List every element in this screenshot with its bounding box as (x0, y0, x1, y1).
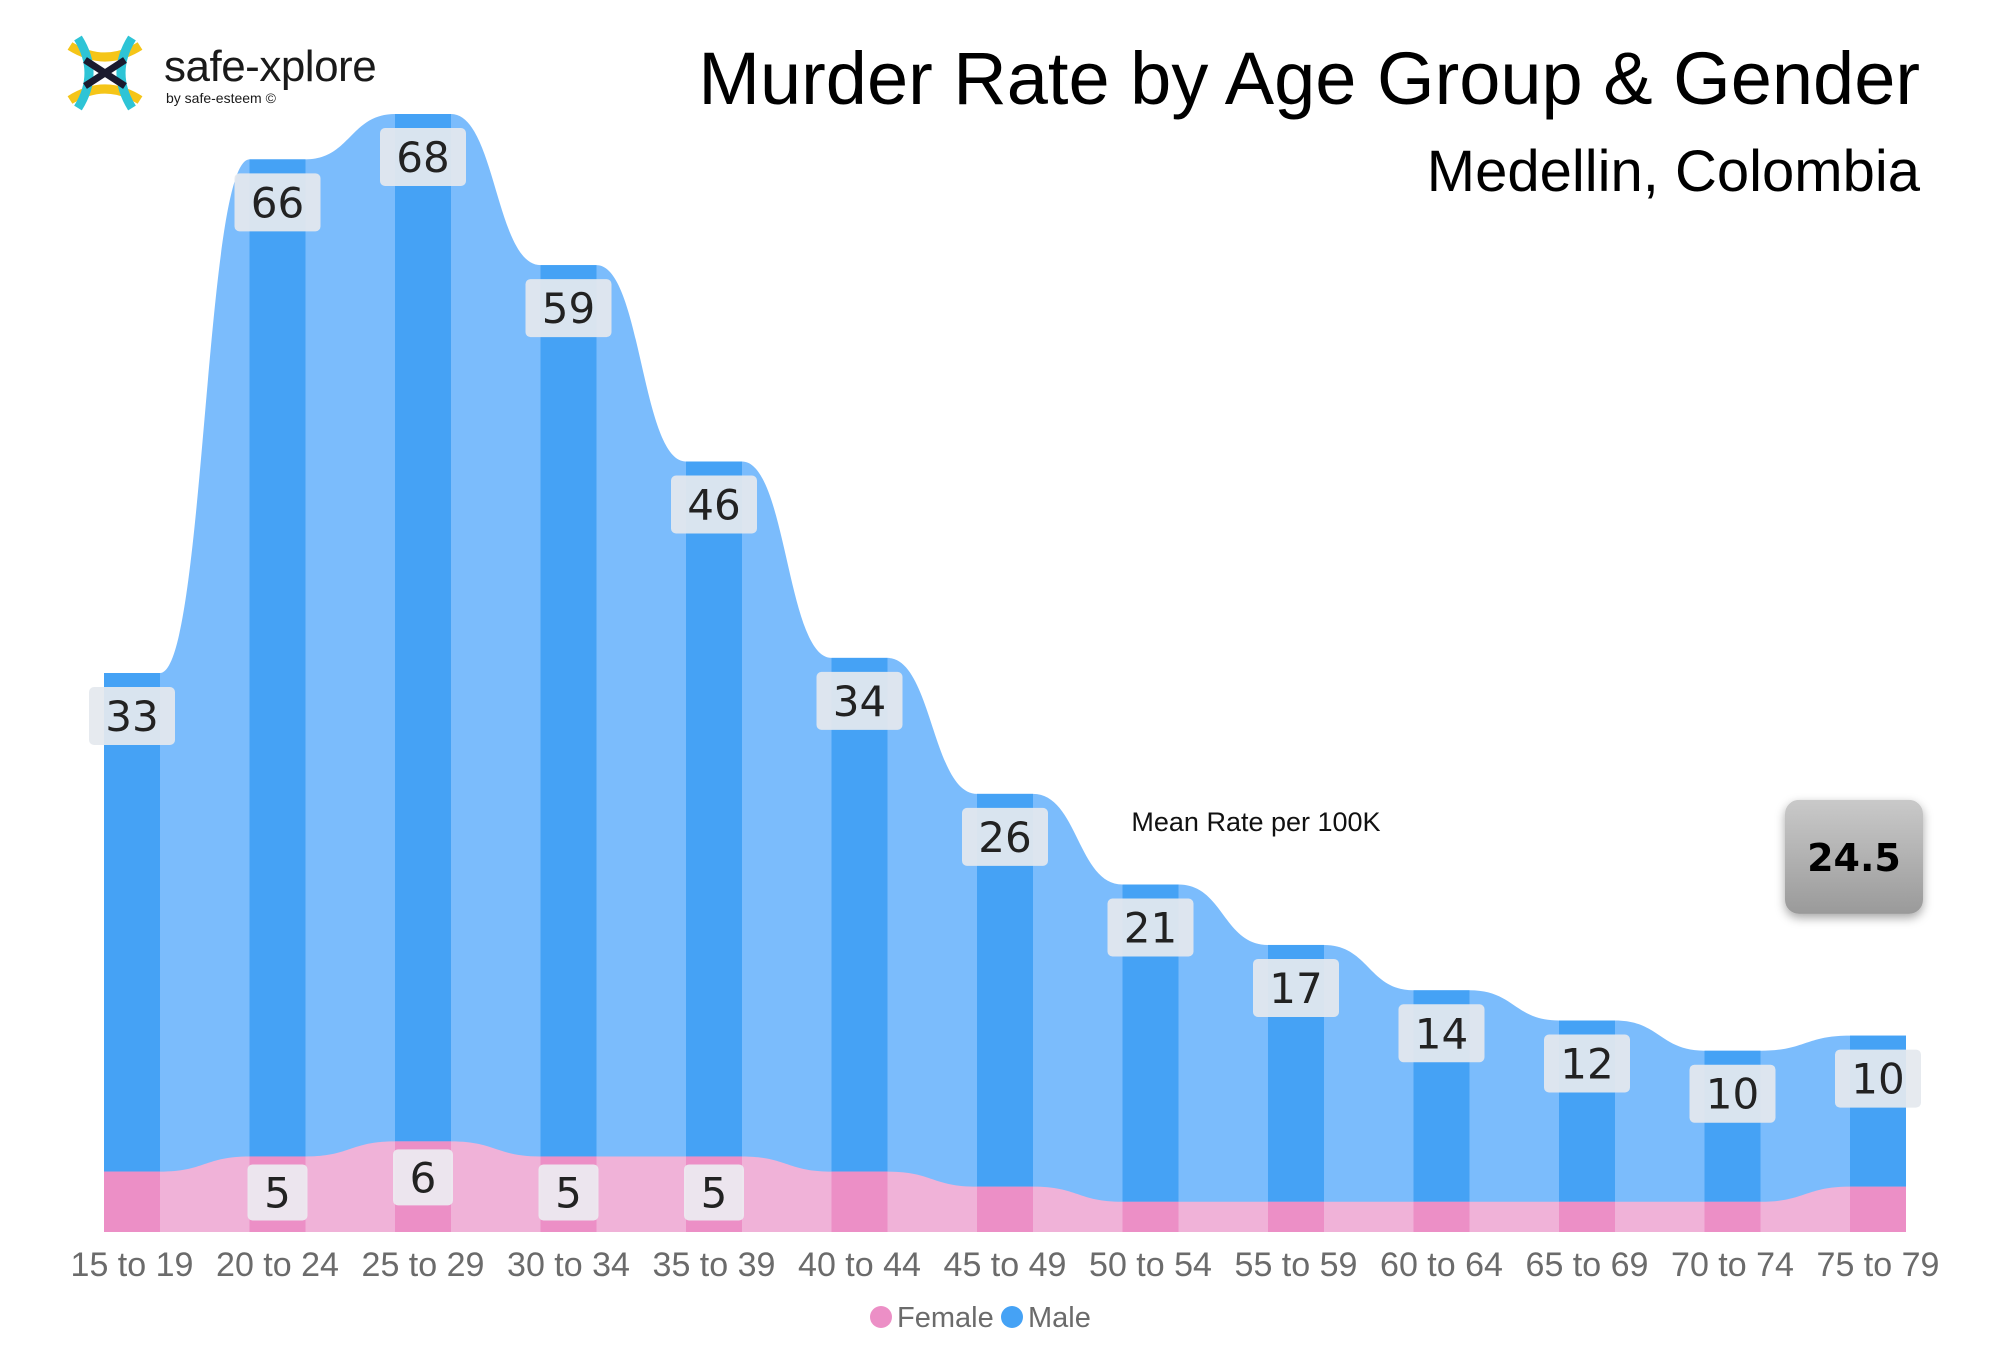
male-value-label-bg (89, 687, 175, 745)
female-value-label-bg (538, 1164, 599, 1221)
male-value-label: 34 (833, 677, 886, 726)
mean-value: 24.5 (1807, 836, 1901, 880)
male-value-label-bg (671, 475, 757, 534)
male-value-label: 21 (1124, 904, 1177, 953)
data-label-layer: 33 66 5 68 6 59 5 46 5 34 26 21 17 14 12 10 10 (89, 128, 1921, 1221)
x-tick-label: 20 to 24 (216, 1246, 339, 1284)
x-tick-label: 55 to 59 (1235, 1246, 1358, 1284)
male-bar (395, 114, 451, 1142)
x-tick-label: 50 to 54 (1089, 1246, 1212, 1284)
male-value-label-bg (1689, 1064, 1776, 1123)
legend-label: Female (897, 1302, 994, 1334)
chart-title: Murder Rate by Age Group & Gender (698, 37, 1920, 120)
female-bar (104, 1171, 160, 1232)
x-tick-label: 70 to 74 (1671, 1246, 1794, 1284)
male-value-label-bg (525, 279, 612, 338)
male-bar (686, 461, 742, 1157)
legend-marker (1001, 1306, 1023, 1328)
male-value-label-bg (1544, 1034, 1630, 1093)
female-bar (1559, 1201, 1615, 1232)
legend-marker (870, 1306, 892, 1328)
female-bar (1704, 1201, 1761, 1232)
male-value-label-bg (380, 128, 466, 186)
x-tick-label: 30 to 34 (507, 1246, 630, 1284)
brand-tagline: by safe-esteem © (166, 90, 276, 106)
female-bar (977, 1186, 1033, 1232)
brand-name: safe-xplore (164, 42, 377, 91)
male-value-label: 46 (687, 480, 740, 529)
x-tick-label: 15 to 19 (71, 1246, 194, 1284)
x-axis: 15 to 19 20 to 24 25 to 29 30 to 34 35 to 39… (71, 1246, 1940, 1284)
male-value-label: 68 (396, 133, 449, 182)
male-value-label-bg (1107, 898, 1194, 957)
female-value-label-bg (247, 1164, 308, 1221)
male-value-label-bg (962, 807, 1048, 866)
female-bar (1268, 1201, 1324, 1232)
female-value-label-bg (393, 1149, 453, 1206)
male-bar (831, 657, 888, 1172)
x-tick-label: 45 to 49 (944, 1246, 1067, 1284)
male-value-label: 26 (978, 813, 1031, 862)
male-value-label-bg (816, 671, 903, 730)
male-value-label-bg (234, 173, 321, 232)
male-value-label: 33 (105, 692, 158, 741)
male-value-label: 59 (542, 284, 595, 333)
x-tick-label: 75 to 79 (1817, 1246, 1940, 1284)
mean-line-group: Mean Rate per 100K 24.5 (82, 799, 1923, 914)
legend: Female Male (870, 1302, 1091, 1334)
female-bar (831, 1171, 888, 1232)
x-tick-label: 60 to 64 (1380, 1246, 1503, 1284)
x-tick-label: 40 to 44 (798, 1246, 921, 1284)
male-value-label-bg (1398, 1004, 1485, 1063)
male-value-label: 66 (251, 178, 304, 227)
brand-logo: safe-xplore by safe-esteem © (60, 28, 420, 118)
chart-subtitle: Medellin, Colombia (1426, 139, 1920, 204)
x-tick-label: 25 to 29 (362, 1246, 485, 1284)
female-value-label-bg (684, 1164, 744, 1221)
female-bar (1413, 1201, 1470, 1232)
male-bar (104, 673, 160, 1172)
female-value-label: 5 (264, 1168, 291, 1217)
legend-label: Male (1028, 1302, 1091, 1334)
female-value-label: 6 (410, 1153, 437, 1202)
male-value-label: 12 (1560, 1039, 1613, 1088)
female-bar (1122, 1201, 1179, 1232)
male-value-label: 17 (1269, 964, 1322, 1013)
male-bar (540, 265, 597, 1157)
female-value-label: 5 (701, 1168, 728, 1217)
x-tick-label: 65 to 69 (1526, 1246, 1649, 1284)
male-value-label-bg (1835, 1049, 1921, 1108)
male-value-label: 10 (1706, 1070, 1759, 1119)
brand-mark-icon (65, 33, 145, 113)
female-bar (1850, 1186, 1906, 1232)
female-value-label: 5 (555, 1168, 582, 1217)
male-value-label: 10 (1851, 1055, 1904, 1104)
male-bar (249, 159, 306, 1157)
mean-value-box (1785, 799, 1923, 914)
male-value-label-bg (1253, 958, 1339, 1017)
male-value-label: 14 (1415, 1009, 1468, 1058)
x-tick-label: 35 to 39 (653, 1246, 776, 1284)
mean-line-label: Mean Rate per 100K (1131, 807, 1380, 837)
